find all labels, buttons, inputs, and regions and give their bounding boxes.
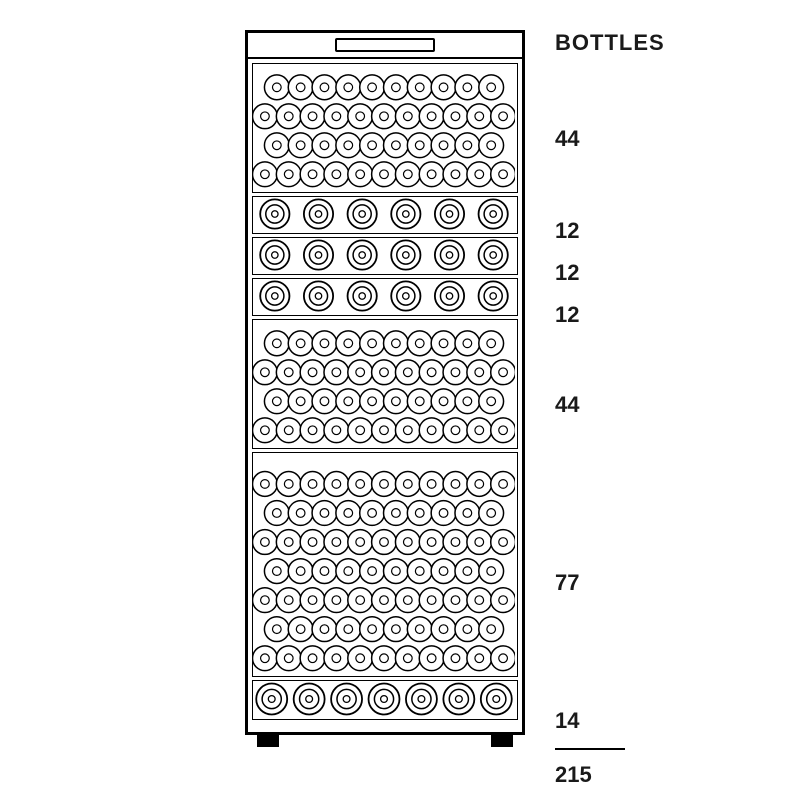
- shelf-section: [252, 196, 518, 234]
- shelf-section: [252, 63, 518, 193]
- shelf-section: [252, 278, 518, 316]
- cabinet-foot: [257, 735, 279, 747]
- shelf-section: [252, 237, 518, 275]
- shelf-section: [252, 680, 518, 720]
- bottle-count: 44: [555, 392, 579, 418]
- shelf-section: [252, 319, 518, 449]
- bottle-count: 12: [555, 302, 579, 328]
- bottle-total: 215: [555, 762, 592, 788]
- total-divider: [555, 748, 625, 750]
- bottle-count: 44: [555, 126, 579, 152]
- cabinet-foot: [491, 735, 513, 747]
- bottle-count: 12: [555, 260, 579, 286]
- shelf-section: [252, 452, 518, 677]
- control-panel: [248, 33, 522, 59]
- bottle-count: 14: [555, 708, 579, 734]
- bottles-header: BOTTLES: [555, 30, 665, 56]
- lcd-display: [335, 38, 435, 52]
- bottle-count: 12: [555, 218, 579, 244]
- bottle-count: 77: [555, 570, 579, 596]
- wine-cabinet: [245, 30, 525, 750]
